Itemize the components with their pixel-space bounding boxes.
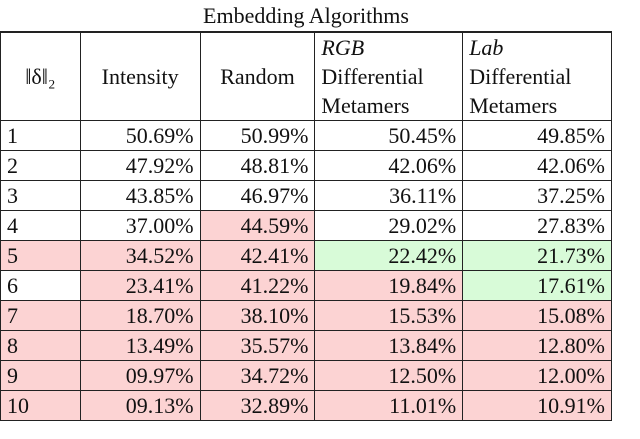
header-line: Differential [321,64,424,89]
table-cell: 36.11% [314,180,464,211]
table-cell: 34.72% [199,360,316,391]
table-cell: 2 [0,150,81,181]
table-cell: 46.97% [199,180,316,211]
table-cell: 50.45% [314,120,464,151]
table-cell: 21.73% [462,240,612,271]
table-row: 9 09.97% 34.72% 12.50% 12.00% [0,360,612,391]
table-cell: 37.25% [462,180,612,211]
header-cell: RGB Differential Metamers [314,32,464,121]
table-cell: 44.59% [199,210,316,241]
table-cell: 41.22% [199,270,316,301]
table-cell: 6 [0,270,81,301]
table-cell: 35.57% [199,330,316,361]
table-cell: 8 [0,330,81,361]
table-cell: 13.49% [79,330,201,361]
header-cell: Intensity [79,32,201,121]
table-cell: 37.00% [79,210,201,241]
header-line: Random [220,64,295,89]
table-row: 6 23.41% 41.22% 19.84% 17.61% [0,270,612,301]
table-cell: 42.06% [462,150,612,181]
table-cell: 29.02% [314,210,464,241]
table-cell: 22.42% [314,240,464,271]
table-cell: 10 [0,390,81,421]
table-cell: 09.97% [79,360,201,391]
table-row: 10 09.13% 32.89% 11.01% 10.91% [0,390,612,421]
table-cell: 15.08% [462,300,612,331]
table-cell: 42.41% [199,240,316,271]
header-line: Metamers [321,93,410,118]
header-line: Intensity [101,64,179,89]
table-row: 8 13.49% 35.57% 13.84% 12.80% [0,330,612,361]
header-line: Differential [469,64,572,89]
table-cell: 50.99% [199,120,316,151]
table-row: 4 37.00% 44.59% 29.02% 27.83% [0,210,612,241]
table-wrap: Embedding Algorithms ‖δ‖₂ Intensity Random… [0,0,612,421]
table-cell: 18.70% [79,300,201,331]
table-cell: 50.69% [79,120,201,151]
table-cell: 09.13% [79,390,201,421]
table-row: 7 18.70% 38.10% 15.53% 15.08% [0,300,612,331]
table-cell: 4 [0,210,81,241]
table-cell: 12.80% [462,330,612,361]
header-cell: ‖δ‖₂ [0,32,81,121]
table-cell: 11.01% [314,390,464,421]
header-line: ‖δ‖₂ [25,64,56,89]
table-cell: 3 [0,180,81,211]
table-cell: 9 [0,360,81,391]
table-cell: 15.53% [314,300,464,331]
table-cell: 43.85% [79,180,201,211]
table-row: 5 34.52% 42.41% 22.42% 21.73% [0,240,612,271]
table-cell: 27.83% [462,210,612,241]
table-cell: 47.92% [79,150,201,181]
table-cell: 49.85% [462,120,612,151]
table-cell: 12.00% [462,360,612,391]
table-cell: 17.61% [462,270,612,301]
table-cell: 1 [0,120,81,151]
table-cell: 10.91% [462,390,612,421]
table-cell: 12.50% [314,360,464,391]
table-cell: 19.84% [314,270,464,301]
table-row: 2 47.92% 48.81% 42.06% 42.06% [0,150,612,181]
table-row: 1 50.69% 50.99% 50.45% 49.85% [0,120,612,151]
header-line: Lab [469,35,504,60]
table-row: 3 43.85% 46.97% 36.11% 37.25% [0,180,612,211]
table-cell: 13.84% [314,330,464,361]
table-cell: 23.41% [79,270,201,301]
table-cell: 42.06% [314,150,464,181]
table-cell: 34.52% [79,240,201,271]
table: ‖δ‖₂ Intensity Random RGB Differential Metame… [0,32,612,421]
table-cell: 5 [0,240,81,271]
table-cell: 48.81% [199,150,316,181]
header-line: Metamers [469,93,558,118]
header-cell: Lab Differential Metamers [462,32,612,121]
table-title: Embedding Algorithms [0,0,612,32]
table-cell: 32.89% [199,390,316,421]
header-cell: Random [199,32,316,121]
table-cell: 38.10% [199,300,316,331]
header-line: RGB [321,35,365,60]
table-cell: 7 [0,300,81,331]
